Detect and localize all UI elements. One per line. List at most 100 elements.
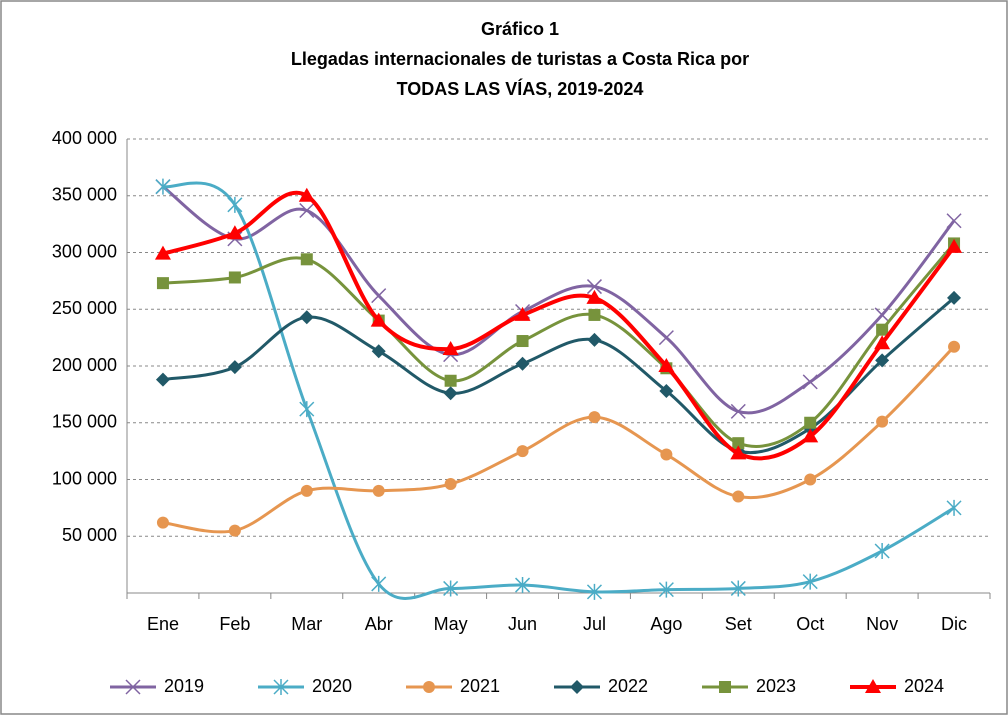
series [155,290,962,459]
marker [874,307,890,323]
marker [658,358,675,372]
marker [659,383,674,398]
marker [273,679,289,695]
marker [298,187,315,202]
marker [154,245,171,260]
marker [876,323,889,336]
marker [586,583,602,600]
y-tick-label: 100 000 [52,468,117,488]
y-tick-label: 400 000 [52,128,117,148]
marker [125,679,141,695]
y-tick-label: 350 000 [52,185,117,205]
x-tick-label: Ago [650,614,682,634]
marker [948,340,961,353]
marker [227,360,242,375]
marker [515,577,531,594]
y-tick-label: 200 000 [52,355,117,375]
marker [228,524,241,537]
x-tick-label: Jun [508,614,537,634]
legend-label: 2023 [756,676,796,696]
marker [719,681,731,693]
x-tick-label: Nov [866,614,898,634]
marker [372,484,385,497]
marker [156,516,169,529]
marker [802,573,818,590]
marker [515,356,530,371]
marker [588,411,601,424]
series [156,340,961,537]
marker [588,308,601,321]
marker [875,353,890,368]
legend-label: 2021 [460,676,500,696]
marker [947,290,962,305]
y-tick-label: 50 000 [62,525,117,545]
x-tick-label: May [434,614,468,634]
marker [423,681,435,693]
marker [227,196,243,213]
marker [442,340,459,355]
marker [514,306,531,321]
series [154,187,963,461]
legend-label: 2022 [608,676,648,696]
y-tick-label: 300 000 [52,241,117,261]
legend-label: 2020 [312,676,352,696]
marker [946,238,963,253]
marker [444,478,457,491]
y-tick-label: 250 000 [52,298,117,318]
marker [300,253,313,266]
series [155,178,962,600]
marker [804,473,817,486]
marker [299,310,314,325]
chart-title: TODAS LAS VÍAS, 2019-2024 [397,78,644,99]
marker [730,403,746,419]
marker [300,484,313,497]
marker [586,289,603,304]
marker [586,279,602,295]
marker [874,335,891,350]
marker [444,374,457,387]
marker [226,225,243,240]
marker [732,490,745,503]
marker [946,213,962,229]
marker [299,202,315,219]
chart-title: Gráfico 1 [481,19,559,39]
marker [155,178,171,195]
y-tick-label: 150 000 [52,412,117,432]
x-tick-label: Mar [291,614,322,634]
x-tick-label: Feb [219,614,250,634]
marker [371,575,387,592]
marker [155,372,170,387]
marker [658,330,674,346]
legend-label: 2024 [904,676,944,696]
marker [946,499,962,516]
marker [802,374,818,390]
marker [443,386,458,401]
marker [804,416,817,429]
marker [730,580,746,597]
marker [730,445,747,460]
marker [371,288,387,304]
marker [587,332,602,347]
x-tick-label: Set [725,614,752,634]
marker [732,437,745,450]
marker [802,428,819,443]
marker [156,277,169,290]
marker [443,580,459,597]
x-tick-label: Abr [365,614,393,634]
marker [299,401,315,418]
marker [876,415,889,428]
marker [570,680,584,694]
marker [865,679,881,693]
marker [516,445,529,458]
x-tick-label: Jul [583,614,606,634]
x-tick-label: Dic [941,614,967,634]
legend-label: 2019 [164,676,204,696]
marker [658,581,674,598]
marker [516,335,529,348]
marker [370,312,387,327]
marker [874,543,890,560]
x-tick-label: Oct [796,614,824,634]
marker [660,448,673,461]
series-line [162,185,956,415]
